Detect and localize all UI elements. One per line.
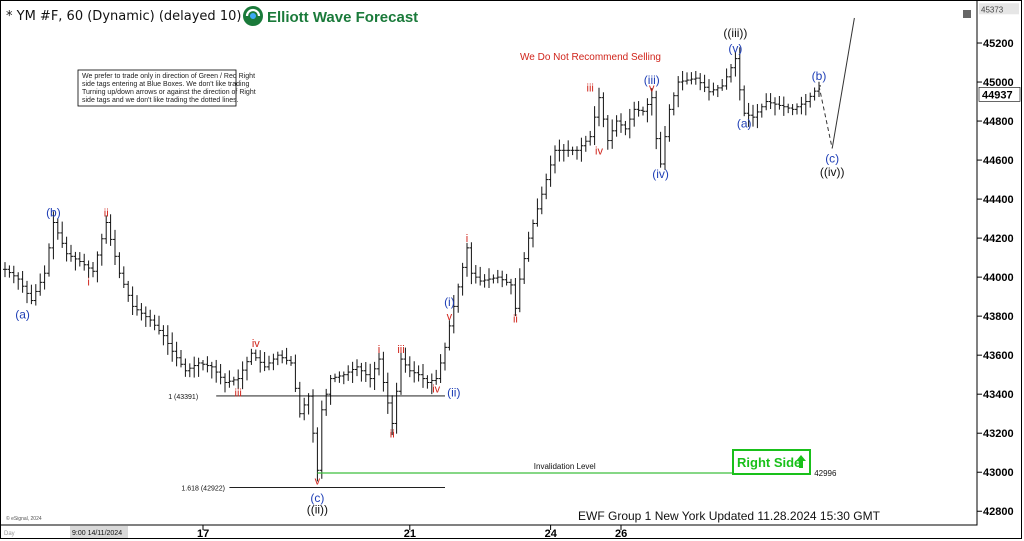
wave-label: (v) (728, 42, 742, 56)
wave-label: ((ii)) (307, 503, 328, 517)
wave-label: iii (397, 344, 404, 356)
wave-label: iv (432, 384, 440, 396)
wave-label: iii (235, 387, 242, 399)
wave-label: iv (595, 146, 603, 158)
brand-name: Elliott Wave Forecast (267, 9, 418, 26)
brand-logo: Elliott Wave Forecast (243, 6, 418, 26)
wave-label: ii (513, 313, 518, 325)
level-name: Invalidation Level (534, 462, 596, 471)
y-tick-label: 44400 (983, 194, 1014, 206)
right-side-badge: Right Side (732, 449, 811, 475)
y-tick-label: 44600 (983, 155, 1014, 167)
footer-updated: EWF Group 1 New York Updated 11.28.2024 … (578, 509, 881, 523)
y-tick-label: 42800 (983, 506, 1014, 518)
wave-label: v (649, 83, 655, 95)
y-tick-label: 44800 (983, 116, 1014, 128)
projection-leg (831, 17, 855, 149)
note-line-2: side tags entering at Blue Boxes. We don… (82, 81, 249, 88)
y-axis: 42800 43000 43200 43400 43600 43800 44000 44200… (977, 3, 1021, 518)
x-tick-label: 24 (545, 528, 558, 540)
wave-label: (b) (46, 206, 61, 220)
x-tick-label: 17 (197, 528, 209, 540)
top-price-label: 45373 (981, 5, 1004, 14)
y-tick-label: 44200 (983, 233, 1014, 245)
note-box: We prefer to trade only in direction of … (77, 69, 256, 107)
wave-label: v (447, 311, 453, 323)
date-box-text: 9:00 14/11/2024 (72, 530, 122, 537)
y-tick-label: 43000 (983, 467, 1014, 479)
arrow-up-icon (796, 455, 806, 468)
settings-icon[interactable] (963, 10, 971, 18)
wave-label: iii (587, 83, 594, 95)
level-name: 1 (43391) (168, 394, 198, 401)
wave-label: (a) (737, 116, 752, 130)
y-tick-label: 45000 (983, 77, 1014, 89)
y-tick-label: 43600 (983, 350, 1014, 362)
last-price-label: 44937 (982, 89, 1013, 101)
y-tick-label: 43200 (983, 428, 1014, 440)
note-line-3: Turning up/down arrows or against the di… (82, 89, 256, 96)
wave-label: (b) (812, 69, 827, 83)
y-tick-label: 43400 (983, 389, 1014, 401)
wave-label: i (378, 344, 380, 356)
wave-label: (c) (825, 151, 839, 165)
y-tick-label: 44000 (983, 272, 1014, 284)
x-tick-label: 21 (404, 528, 416, 540)
right-side-label: Right Side (737, 455, 801, 470)
wave-label: ((iv)) (820, 165, 845, 179)
wave-label: (c) (310, 491, 324, 505)
wave-label: (i) (444, 295, 455, 309)
y-tick-label: 45200 (983, 38, 1014, 50)
warning-text: We Do Not Recommend Selling (520, 52, 661, 63)
date-box: 9:00 14/11/2024 (70, 526, 128, 538)
level-name: 1.618 (42922) (181, 485, 225, 492)
wave-label: v (315, 475, 321, 487)
wave-label: (iv) (652, 167, 669, 181)
y-tick-label: 43800 (983, 311, 1014, 323)
fib-levels: 1 (43391) 1.618 (42922) Invalidation Level… (168, 394, 837, 492)
wave-label: i (87, 276, 89, 288)
projection-path (818, 17, 855, 149)
chart-title: * YM #F, 60 (Dynamic) (delayed 10) (6, 9, 241, 24)
ohlc-bars (3, 47, 821, 482)
wave-label: i (466, 233, 468, 245)
note-line-1: We prefer to trade only in direction of … (82, 73, 255, 80)
wave-label: ii (104, 208, 109, 220)
note-line-4: side tags and we don't like trading the … (82, 97, 239, 104)
copyright: © eSignal, 2024 (6, 515, 42, 522)
last-price-tag (978, 87, 1021, 102)
top-price-tag (979, 3, 1019, 15)
wave-labels: (a)(b)iiiiiiivv(c)((ii))iiiiiiivv(i)(ii)… (15, 26, 844, 517)
x-tick-label: 26 (615, 528, 627, 540)
x-axis: 17 21 24 26 (197, 525, 627, 540)
projection-dashed-leg (818, 85, 833, 149)
level-value: 42996 (814, 469, 837, 478)
corner-label: Day (4, 531, 15, 537)
wave-label: iv (252, 338, 260, 350)
wave-label: (ii) (447, 385, 460, 399)
wave-label: ii (390, 428, 395, 440)
wave-label: (iii) (644, 73, 660, 87)
wave-label: (a) (15, 307, 30, 321)
wave-label: ((iii)) (723, 26, 747, 40)
